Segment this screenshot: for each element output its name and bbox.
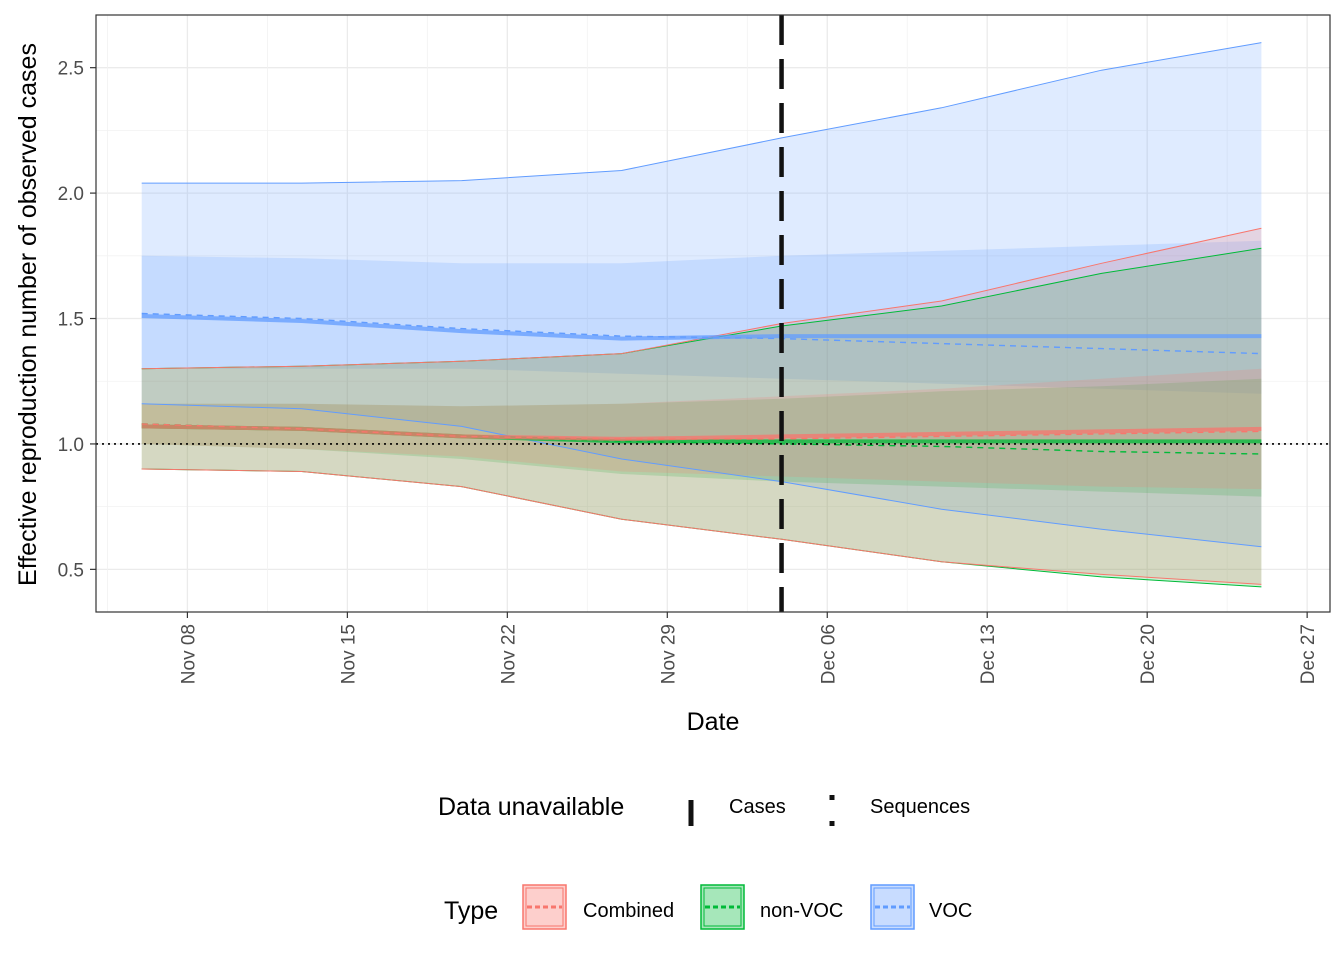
x-tick-label: Dec 27: [1298, 624, 1319, 684]
ribbon-90-non-voc: [141, 248, 1262, 587]
y-tick-label: 1.0: [58, 435, 84, 456]
ribbon-90-voc: [141, 42, 1262, 547]
x-tick-label: Nov 08: [178, 624, 199, 684]
axes: 0.5 1.0 1.5 2.0 2.5 Nov 08 Nov 15 Nov 22 Nov 29 D…: [58, 59, 1320, 685]
legend-label-combined: Combined: [583, 900, 674, 922]
legend-title-data-unavailable: Data unavailable: [438, 793, 624, 821]
series-lines: [141, 42, 1262, 588]
x-tick-label: Nov 29: [658, 624, 679, 684]
legend-key-inner-combined: [525, 887, 564, 927]
x-tick-label: Dec 06: [818, 624, 839, 684]
ribbon-50-voc: [141, 240, 1262, 394]
y-tick-label: 1.5: [58, 310, 84, 331]
legend-label-non-voc: non-VOC: [760, 900, 843, 922]
x-axis-label: Date: [687, 708, 740, 736]
legend-data-unavailable: Data unavailable Cases Sequences: [438, 793, 970, 828]
ribbons: [141, 42, 1262, 587]
x-tick-label: Nov 15: [338, 624, 359, 684]
median-line-combined: [141, 424, 1262, 441]
ribbon-50-combined: [141, 368, 1262, 490]
legend-title-type: Type: [444, 897, 498, 925]
legend-label-voc: VOC: [929, 900, 972, 922]
lower-edge-combined: [141, 468, 1262, 585]
legend-key-inner-voc: [873, 887, 912, 927]
reference-lines: [96, 15, 1330, 612]
legend-key-inner-non-voc: [703, 887, 742, 927]
y-tick-label: 2.5: [58, 59, 84, 80]
x-tick-label: Nov 22: [498, 624, 519, 684]
legend-type: Type Combined non-VOC VOC: [444, 884, 972, 930]
upper-edge-voc: [141, 42, 1262, 184]
legend-label-sequences: Sequences: [870, 796, 970, 818]
x-tick-label: Dec 13: [978, 624, 999, 684]
median-line-voc: [141, 314, 1262, 341]
ribbon-90-combined: [141, 228, 1262, 585]
y-tick-label: 2.0: [58, 184, 84, 205]
lower-edge-voc: [141, 403, 1262, 548]
y-tick-label: 0.5: [58, 560, 84, 581]
panel-border: [95, 14, 1331, 613]
grid: [96, 15, 1330, 612]
x-tick-label: Dec 20: [1138, 624, 1159, 684]
y-axis-label: Effective reproduction number of observe…: [14, 43, 42, 586]
legend-label-cases: Cases: [729, 796, 786, 818]
